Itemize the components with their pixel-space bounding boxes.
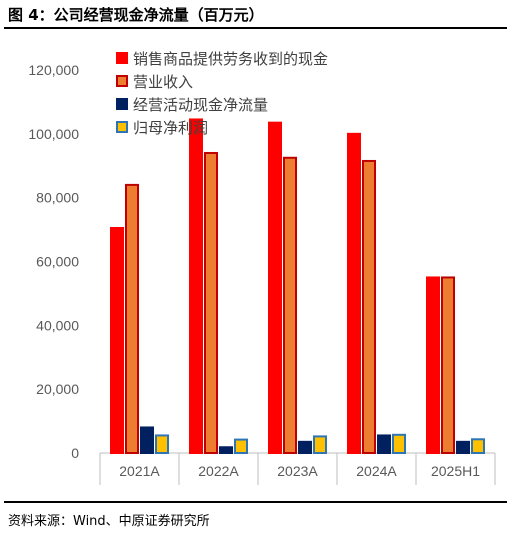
y-tick-label: 100,000 [28,126,79,142]
legend-swatch [116,52,128,64]
legend-label: 销售商品提供劳务收到的现金 [133,50,328,68]
bar-0-0 [110,226,124,454]
legend-swatch [116,98,128,110]
legend-swatch [116,121,128,133]
y-tick-label: 0 [71,445,79,461]
x-tick-label: 2025H1 [431,463,480,479]
bar-0-2 [268,121,282,454]
bar-1-2 [283,156,297,454]
x-tick-label: 2022A [198,463,239,479]
x-tick-label: 2024A [356,463,397,479]
title-rule [4,27,507,29]
bar-1-0 [125,183,139,454]
bar-2-4 [456,440,470,454]
bar-2-2 [298,440,312,454]
figure-title: 图 4：公司经营现金净流量（百万元） [8,6,264,24]
legend-label: 归母净利润 [133,119,208,137]
y-tick-label: 20,000 [36,381,79,397]
bar-2-3 [377,434,391,454]
bar-3-3 [392,433,406,454]
bar-3-0 [155,434,169,454]
y-tick-label: 80,000 [36,190,79,206]
y-tick-label: 120,000 [28,62,79,78]
bar-3-2 [313,435,327,454]
bar-2-1 [219,446,233,455]
bar-0-4 [426,276,440,455]
bar-3-4 [471,438,485,455]
source-note: 资料来源：Wind、中原证券研究所 [8,514,210,529]
x-tick-label: 2021A [119,463,160,479]
legend-swatch [116,75,128,87]
x-tick-label: 2023A [277,463,318,479]
bar-1-1 [204,151,218,454]
bar-1-3 [362,159,376,454]
y-tick-label: 60,000 [36,254,79,270]
legend-label: 经营活动现金净流量 [133,96,268,114]
bar-2-0 [140,426,154,455]
bar-0-1 [189,118,203,455]
bar-0-3 [347,132,361,454]
source-rule [4,501,507,503]
bar-1-4 [441,276,455,455]
y-tick-label: 40,000 [36,317,79,333]
bar-3-1 [234,438,248,455]
legend-label: 营业收入 [133,73,193,91]
